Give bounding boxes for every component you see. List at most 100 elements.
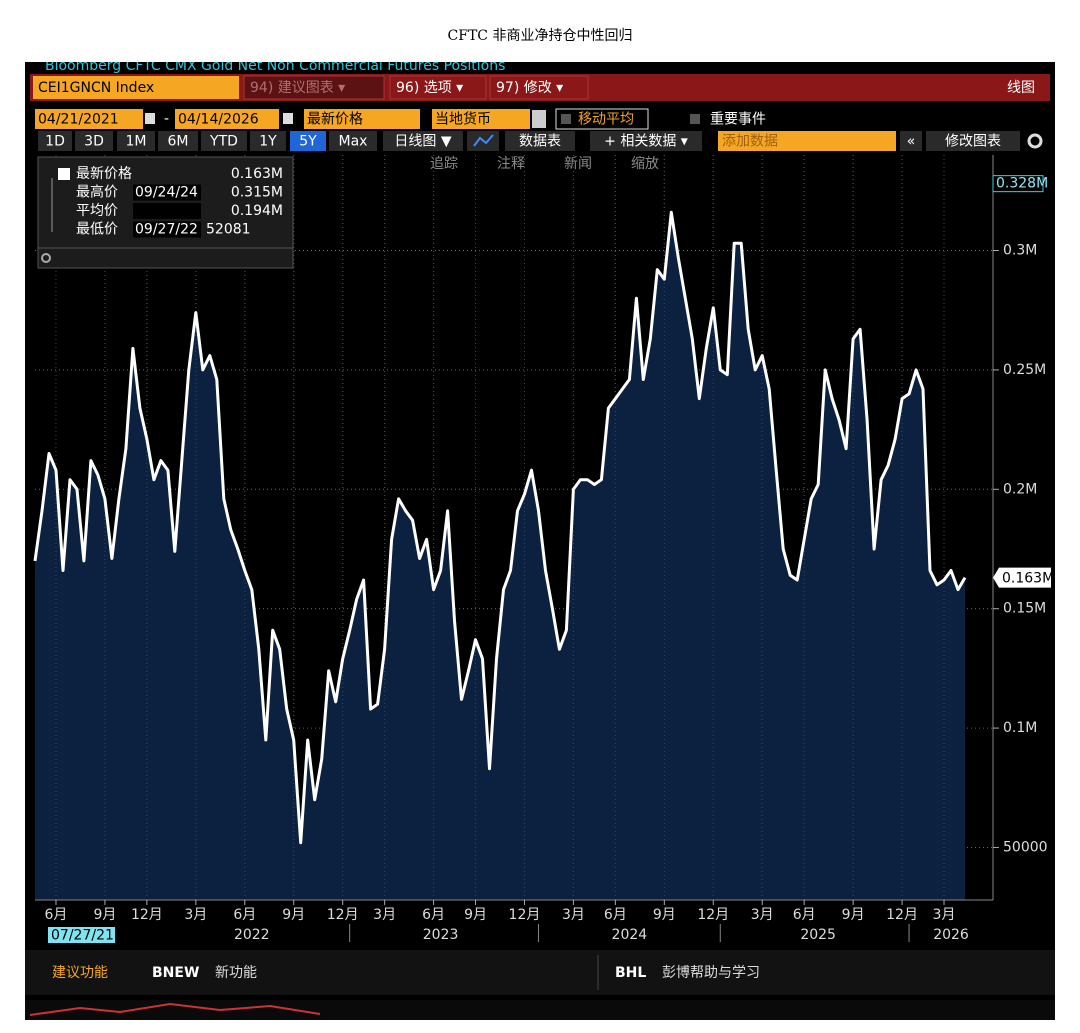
year-label: 2024 [612, 927, 648, 943]
tool-button[interactable] [718, 131, 896, 151]
chart-tool[interactable]: 缩放 [631, 156, 659, 172]
x-tick-label: 6月 [604, 907, 627, 923]
chart-tool[interactable]: 追踪 [430, 156, 458, 172]
footer-code[interactable]: BNEW [152, 965, 199, 981]
chart-tool[interactable]: 新闻 [564, 156, 592, 172]
range-label[interactable]: Max [339, 134, 368, 150]
legend-date: 09/24/24 [135, 185, 198, 201]
tool-button[interactable] [590, 131, 702, 151]
tool-label[interactable]: 日线图 ▼ [394, 134, 451, 150]
footer-code[interactable]: BHL [615, 965, 646, 981]
menu-label[interactable]: 96) 选项 ▾ [396, 80, 463, 96]
range-label[interactable]: YTD [209, 134, 238, 150]
chart-icon [473, 134, 494, 147]
max-label: 0.328M [996, 176, 1048, 192]
legend-swatch [58, 168, 70, 180]
tool-label[interactable]: 数据表 [519, 134, 561, 150]
range-label[interactable]: 1D [45, 134, 65, 150]
range-label[interactable]: 3D [84, 134, 104, 150]
x-tick-label: 3月 [562, 907, 585, 923]
legend-label: 最高价 [76, 184, 118, 201]
checkbox[interactable] [690, 114, 700, 124]
legend-date-box [133, 221, 201, 238]
tool-label[interactable]: « [907, 134, 916, 150]
range-button[interactable] [158, 131, 198, 151]
tool-button[interactable] [900, 131, 922, 151]
range-button[interactable] [75, 131, 113, 151]
ticker-box[interactable] [33, 76, 239, 99]
x-tick-label: 9月 [282, 907, 305, 923]
ma-box[interactable] [555, 108, 649, 130]
legend-gear[interactable] [41, 253, 51, 263]
page-title: CFTC 非商业净持仓中性回归 [448, 27, 633, 44]
x-tick-label: 3月 [184, 907, 207, 923]
x-tick-label: 6月 [793, 907, 816, 923]
x-tick-label: 3月 [751, 907, 774, 923]
field-box[interactable] [304, 109, 420, 129]
x-tick-label: 6月 [422, 907, 445, 923]
x-tick-label: 9月 [93, 907, 116, 923]
tool-label[interactable]: 添加数据 [722, 134, 778, 150]
x-tick-label: 9月 [653, 907, 676, 923]
currency[interactable]: 当地货币 [435, 111, 491, 128]
gear-icon[interactable] [1027, 133, 1043, 149]
x-tick-label: 9月 [464, 907, 487, 923]
chart-tool[interactable]: 注释 [497, 156, 525, 172]
range-button[interactable] [329, 131, 377, 151]
menu-label[interactable]: 94) 建议图表 ▾ [250, 80, 345, 96]
tool-label[interactable]: + 相关数据 ▾ [604, 134, 688, 150]
footer-text[interactable]: 新功能 [215, 965, 257, 981]
date-separator: - [164, 111, 169, 127]
range-label[interactable]: 1M [126, 134, 147, 150]
range-button[interactable] [250, 131, 286, 151]
legend-date-box [133, 184, 201, 201]
date-cursor: 07/27/21 [51, 928, 114, 944]
x-tick-label: 3月 [373, 907, 396, 923]
x-tick-label: 6月 [45, 907, 68, 923]
footer-code[interactable]: 建议功能 [52, 965, 108, 981]
tool-button[interactable] [505, 131, 575, 151]
menu-button[interactable] [389, 75, 487, 100]
range-button[interactable] [201, 131, 247, 151]
x-tick-label: 6月 [233, 907, 256, 923]
dropdown[interactable] [532, 110, 546, 128]
range-label[interactable]: 1Y [259, 134, 277, 150]
tool-label[interactable]: 修改图表 [945, 134, 1001, 150]
year-label: 2026 [933, 927, 969, 943]
year-label: 2023 [423, 927, 459, 943]
start-date[interactable]: 04/21/2021 [38, 112, 119, 128]
legend-label: 平均价 [76, 203, 118, 219]
range-button[interactable] [290, 131, 326, 151]
range-button[interactable] [38, 131, 72, 151]
menu-button[interactable] [489, 75, 589, 100]
range-label[interactable]: 5Y [299, 134, 317, 150]
x-tick-label: 12月 [509, 907, 541, 923]
bottom-strip [25, 1000, 1055, 1020]
legend-label: 最低价 [76, 222, 118, 238]
menu-button[interactable] [243, 75, 385, 100]
field[interactable]: 最新价格 [307, 112, 363, 128]
x-tick-label: 3月 [933, 907, 956, 923]
x-tick-label: 12月 [697, 907, 729, 923]
calendar-icon[interactable] [145, 113, 155, 124]
range-button[interactable] [117, 131, 155, 151]
menu-label[interactable]: 97) 修改 ▾ [496, 80, 563, 96]
currency-box[interactable] [432, 109, 530, 129]
range-label[interactable]: 6M [168, 134, 189, 150]
tool-button[interactable] [383, 131, 463, 151]
calendar-icon[interactable] [283, 113, 293, 124]
footer-text[interactable]: 彭博帮助与学习 [662, 964, 760, 981]
start-date-box[interactable] [35, 109, 143, 129]
max-marker [992, 175, 1044, 193]
moving-average[interactable]: 移动平均 [578, 112, 634, 128]
legend-value: 0.315M [231, 185, 283, 201]
end-date-box[interactable] [175, 109, 279, 129]
events[interactable]: 重要事件 [710, 112, 766, 128]
end-date[interactable]: 04/14/2026 [178, 112, 259, 128]
footer [25, 950, 1055, 995]
tool-button[interactable] [926, 131, 1020, 151]
last-label: 0.163M [1002, 571, 1054, 587]
checkbox[interactable] [561, 114, 571, 124]
y-tick-label: 0.15M [1003, 601, 1046, 617]
